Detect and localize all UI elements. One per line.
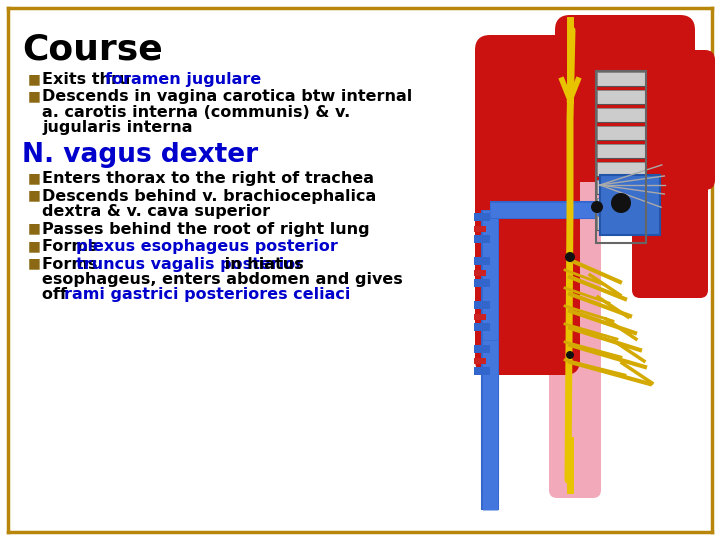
Text: N. vagus dexter: N. vagus dexter [22, 143, 258, 168]
Text: Descends behind v. brachiocephalica: Descends behind v. brachiocephalica [42, 188, 377, 204]
Text: ■: ■ [28, 221, 41, 235]
Text: a. carotis interna (communis) & v.: a. carotis interna (communis) & v. [42, 105, 350, 120]
FancyBboxPatch shape [597, 126, 645, 140]
Text: Enters thorax to the right of trachea: Enters thorax to the right of trachea [42, 171, 374, 186]
Bar [474, 279, 490, 287]
FancyBboxPatch shape [597, 198, 645, 212]
Text: off: off [42, 287, 73, 302]
Text: foramen jugulare: foramen jugulare [105, 72, 261, 87]
Text: in hiatus: in hiatus [219, 256, 304, 272]
Text: Exits thru: Exits thru [42, 72, 136, 87]
Bar [474, 257, 490, 265]
Text: Forms: Forms [42, 239, 103, 254]
FancyBboxPatch shape [597, 180, 645, 194]
Bar [474, 301, 490, 309]
Text: ■: ■ [28, 188, 41, 202]
Text: rami gastrici posteriores celiaci: rami gastrici posteriores celiaci [64, 287, 351, 302]
FancyBboxPatch shape [597, 108, 645, 122]
Bar [474, 213, 490, 221]
FancyBboxPatch shape [597, 90, 645, 104]
Text: Course: Course [22, 33, 163, 67]
Bar [474, 314, 486, 320]
Text: jugularis interna: jugularis interna [42, 120, 192, 136]
FancyBboxPatch shape [518, 68, 662, 182]
FancyBboxPatch shape [555, 15, 695, 155]
Text: truncus vagalis posterior: truncus vagalis posterior [76, 256, 303, 272]
Text: ■: ■ [28, 171, 41, 185]
Bar [474, 323, 490, 331]
Bar [474, 367, 490, 375]
Bar [474, 358, 486, 364]
Text: Descends in vagina carotica btw internal: Descends in vagina carotica btw internal [42, 90, 413, 104]
Bar [474, 345, 490, 353]
Circle shape [591, 201, 603, 213]
FancyBboxPatch shape [597, 216, 645, 230]
Bar [474, 226, 486, 232]
Text: ■: ■ [28, 239, 41, 253]
Text: Forms: Forms [42, 256, 103, 272]
FancyBboxPatch shape [632, 182, 708, 298]
Circle shape [566, 351, 574, 359]
Text: ■: ■ [28, 256, 41, 271]
FancyBboxPatch shape [475, 35, 580, 375]
FancyBboxPatch shape [630, 50, 715, 190]
FancyBboxPatch shape [597, 162, 645, 176]
Text: esophageus, enters abdomen and gives: esophageus, enters abdomen and gives [42, 272, 402, 287]
FancyBboxPatch shape [597, 144, 645, 158]
Circle shape [565, 252, 575, 262]
Bar [600, 175, 660, 235]
Bar [474, 235, 490, 243]
Text: ■: ■ [28, 72, 41, 86]
Text: Passes behind the root of right lung: Passes behind the root of right lung [42, 221, 369, 237]
Bar [474, 270, 486, 276]
Text: dextra & v. cava superior: dextra & v. cava superior [42, 204, 270, 219]
FancyBboxPatch shape [597, 72, 645, 86]
Text: plexus esophageus posterior: plexus esophageus posterior [76, 239, 338, 254]
Text: ■: ■ [28, 90, 41, 104]
Circle shape [611, 193, 631, 213]
FancyBboxPatch shape [549, 82, 601, 498]
